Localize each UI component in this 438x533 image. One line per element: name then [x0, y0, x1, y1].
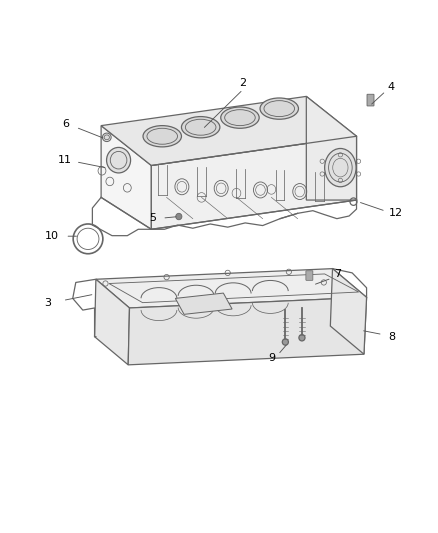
- Ellipse shape: [221, 107, 259, 128]
- Ellipse shape: [299, 335, 305, 341]
- Ellipse shape: [102, 133, 111, 142]
- Ellipse shape: [176, 213, 182, 220]
- Polygon shape: [101, 96, 357, 165]
- Ellipse shape: [283, 339, 288, 345]
- Text: 6: 6: [62, 119, 69, 129]
- Polygon shape: [128, 297, 367, 365]
- Text: 5: 5: [149, 213, 156, 223]
- Ellipse shape: [106, 148, 131, 173]
- Text: 4: 4: [388, 82, 395, 92]
- FancyBboxPatch shape: [306, 271, 313, 280]
- Polygon shape: [96, 269, 367, 308]
- Text: 10: 10: [45, 231, 59, 241]
- Text: 12: 12: [389, 208, 403, 219]
- Ellipse shape: [181, 117, 220, 138]
- Polygon shape: [95, 279, 130, 365]
- Text: 8: 8: [388, 332, 395, 342]
- Ellipse shape: [260, 98, 298, 119]
- Text: 11: 11: [58, 155, 72, 165]
- Polygon shape: [330, 269, 367, 354]
- Polygon shape: [101, 126, 151, 229]
- FancyBboxPatch shape: [367, 94, 374, 106]
- Polygon shape: [151, 136, 357, 229]
- Polygon shape: [175, 293, 232, 314]
- Ellipse shape: [325, 149, 356, 187]
- Text: 9: 9: [268, 353, 275, 363]
- Polygon shape: [306, 96, 357, 200]
- Text: 7: 7: [334, 269, 341, 279]
- Text: 2: 2: [240, 78, 247, 88]
- Text: 3: 3: [44, 297, 51, 308]
- Ellipse shape: [143, 126, 181, 147]
